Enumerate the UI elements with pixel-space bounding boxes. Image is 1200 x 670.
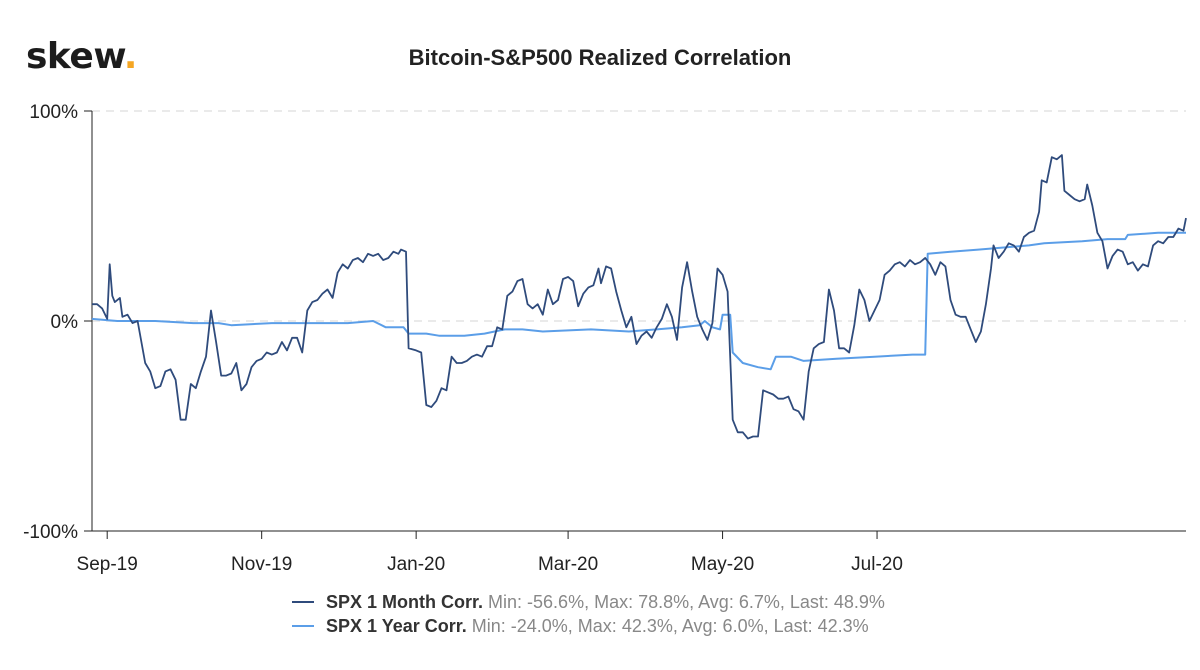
legend-stats-month: Min: -56.6%, Max: 78.8%, Avg: 6.7%, Last… xyxy=(488,592,885,612)
x-tick-label: Jul-20 xyxy=(851,554,903,575)
series-line-month xyxy=(92,154,1187,440)
skew-logo: skew. xyxy=(26,36,137,77)
legend-item-year[interactable]: SPX 1 Year Corr. Min: -24.0%, Max: 42.3%… xyxy=(292,614,885,638)
x-tick-label: Jan-20 xyxy=(387,554,445,575)
logo-text: skew xyxy=(26,36,124,77)
legend-label-month: SPX 1 Month Corr. xyxy=(326,592,484,612)
x-tick-label: May-20 xyxy=(691,554,754,575)
legend-swatch-year xyxy=(292,625,314,627)
chart-title: Bitcoin-S&P500 Realized Correlation xyxy=(409,45,792,70)
x-tick-label: Nov-19 xyxy=(231,554,292,575)
legend-swatch-month xyxy=(292,601,314,603)
x-tick-label: Mar-20 xyxy=(538,554,598,575)
y-tick-label: -100% xyxy=(23,522,78,543)
series-line-year xyxy=(91,231,1186,371)
x-tick-label: Sep-19 xyxy=(77,554,138,575)
grid-lines xyxy=(92,110,1186,322)
logo-dot: . xyxy=(123,36,138,77)
series-layer xyxy=(91,154,1187,440)
legend-label-year: SPX 1 Year Corr. xyxy=(326,616,467,636)
axes: 100% 0% -100% Sep-19 Nov-19 Jan-20 Mar-20 May-2… xyxy=(23,102,1186,575)
legend-item-month[interactable]: SPX 1 Month Corr. Min: -56.6%, Max: 78.8… xyxy=(292,590,885,614)
y-tick-label: 0% xyxy=(51,312,79,333)
legend-stats-year: Min: -24.0%, Max: 42.3%, Avg: 6.0%, Last… xyxy=(471,616,869,636)
y-tick-label: 100% xyxy=(29,102,78,123)
legend: SPX 1 Month Corr. Min: -56.6%, Max: 78.8… xyxy=(292,590,885,638)
